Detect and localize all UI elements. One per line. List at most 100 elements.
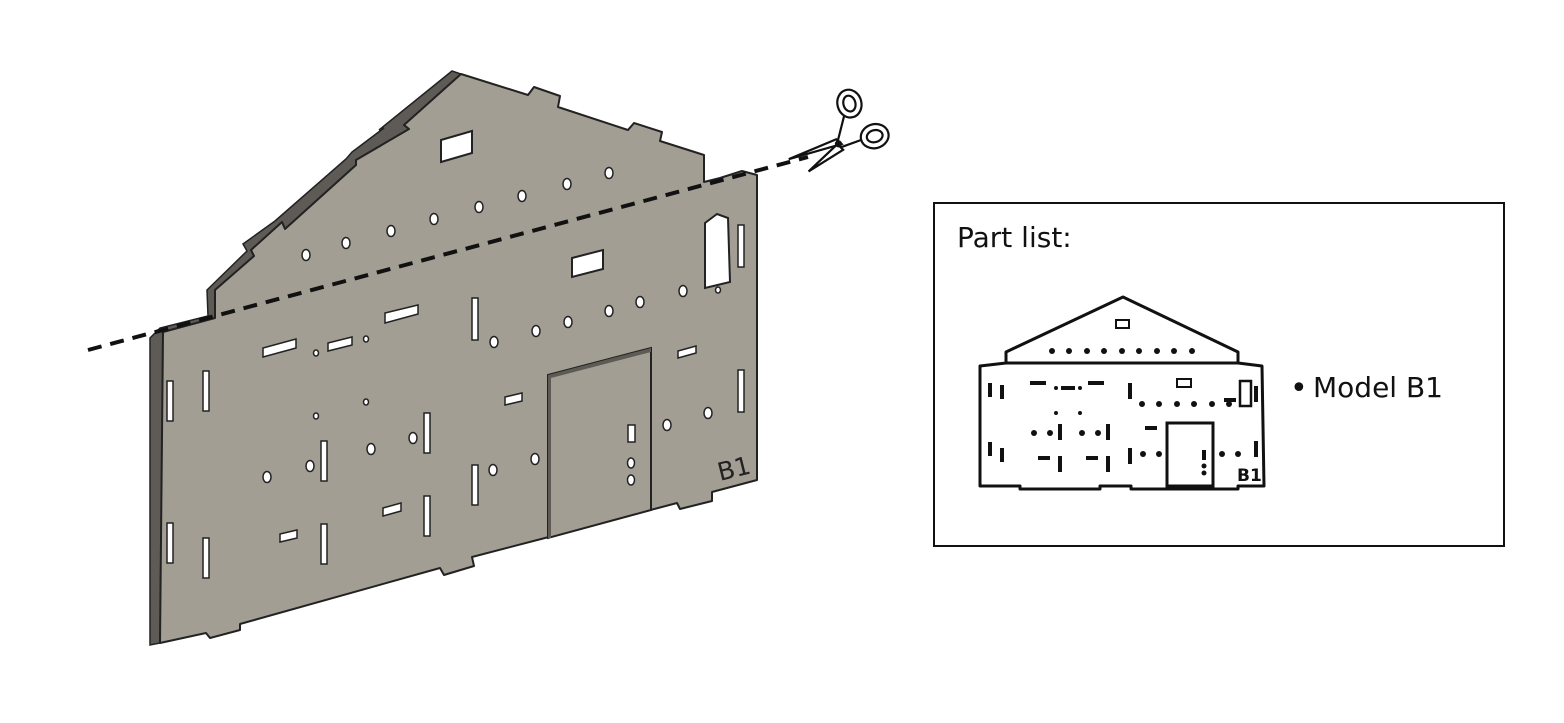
thumbnail-hole	[1235, 451, 1241, 457]
thumbnail-slot	[988, 442, 992, 456]
thumbnail-hole	[1101, 348, 1107, 354]
thumbnail-slot	[1038, 456, 1050, 460]
window-upper	[571, 248, 604, 279]
hole	[305, 459, 315, 473]
thumbnail-slot	[1086, 456, 1098, 460]
thumbnail-slot	[1058, 456, 1062, 472]
thumbnail-door	[1165, 421, 1215, 488]
slot-vertical	[423, 495, 431, 537]
thumbnail-window	[1176, 378, 1192, 388]
door-slot	[627, 424, 636, 443]
thumbnail-slot	[988, 383, 992, 397]
thumbnail-hole	[1084, 348, 1090, 354]
thumbnail-hole	[1189, 348, 1195, 354]
thumbnail-hole	[1201, 470, 1207, 476]
thumbnail-hole	[1156, 401, 1162, 407]
slot-vertical	[737, 369, 745, 413]
hole	[366, 442, 376, 456]
hole	[489, 335, 499, 349]
thumbnail-hole	[1136, 348, 1142, 354]
hole	[362, 335, 370, 343]
hole	[488, 463, 498, 477]
slot-vertical	[471, 297, 479, 341]
slot-vertical	[423, 412, 431, 454]
thumbnail-slots	[988, 381, 1258, 472]
thumbnail-hole	[1154, 348, 1160, 354]
slot-vertical	[202, 370, 210, 412]
hole	[262, 470, 272, 484]
thumbnail-slot	[1000, 385, 1004, 399]
hole	[530, 452, 540, 466]
thumbnail-slot	[1106, 456, 1110, 472]
scissors-arm-upper	[836, 115, 846, 144]
door-hole	[626, 474, 636, 486]
hole	[362, 398, 370, 406]
hole	[312, 349, 320, 357]
scissors-handle-lower-inner	[865, 128, 884, 144]
thumbnail-slot	[1254, 441, 1258, 457]
hole	[714, 286, 722, 294]
hole	[341, 236, 351, 250]
thumbnail-slot	[1224, 398, 1236, 402]
hole	[386, 224, 396, 238]
thumbnail-hole	[1171, 348, 1177, 354]
thumbnail-hole	[1209, 401, 1215, 407]
part-list-box: Part list:	[933, 202, 1505, 547]
slot-vertical	[320, 440, 328, 482]
thumbnail-slot	[1145, 426, 1157, 430]
slots	[166, 224, 745, 579]
thumbnail-hole	[1078, 411, 1082, 415]
hole	[531, 324, 541, 338]
hole	[635, 295, 645, 309]
holes	[262, 166, 722, 484]
slot	[327, 336, 353, 352]
hole	[562, 177, 572, 191]
thumbnail-slot	[1128, 383, 1132, 399]
thumbnail-hole	[1140, 451, 1146, 457]
slot-vertical	[320, 523, 328, 565]
door-hole	[626, 457, 636, 469]
thumbnail-slot	[1088, 381, 1104, 385]
hole	[474, 200, 484, 214]
thumbnail-hole	[1049, 348, 1055, 354]
thumbnail-hole	[1047, 430, 1053, 436]
thumbnail-slot	[1106, 424, 1110, 440]
thumbnail-slot	[1030, 381, 1046, 385]
hole	[312, 412, 320, 420]
thumbnail-window	[1115, 319, 1130, 329]
window-side	[704, 212, 732, 290]
thumbnail-hole	[1078, 386, 1082, 390]
slot	[262, 338, 297, 358]
thumbnail-slot	[1254, 386, 1258, 402]
part-thumbnail: B1	[978, 295, 1266, 491]
hole	[703, 406, 713, 420]
thumbnail-hole	[1174, 401, 1180, 407]
thumbnail-holes	[1031, 348, 1241, 476]
part-list-title: Part list:	[957, 221, 1072, 254]
thumbnail-slot	[1000, 448, 1004, 462]
thumbnail-slot	[1128, 448, 1132, 464]
slot	[279, 529, 298, 543]
hole	[301, 248, 311, 262]
thumbnail-label: B1	[1237, 466, 1262, 486]
hole	[563, 315, 573, 329]
scissors-arm-lower	[840, 138, 864, 149]
slot	[384, 304, 419, 324]
thumbnail-hole	[1095, 430, 1101, 436]
slot-vertical	[166, 380, 174, 422]
thumbnail-hole	[1079, 430, 1085, 436]
hole	[678, 284, 688, 298]
hole	[604, 304, 614, 318]
cut-line	[87, 155, 809, 352]
thumbnail-slot	[1058, 424, 1062, 440]
thumbnail-window	[1238, 379, 1253, 408]
thumbnail-hole	[1119, 348, 1125, 354]
door-outline	[547, 346, 652, 540]
panel-face	[159, 73, 758, 644]
part-list-item-label: Model B1	[1313, 371, 1443, 404]
hole	[604, 166, 614, 180]
slot	[504, 392, 523, 406]
window-gable	[440, 129, 473, 164]
thumbnail-hole	[1156, 451, 1162, 457]
hole	[662, 418, 672, 432]
